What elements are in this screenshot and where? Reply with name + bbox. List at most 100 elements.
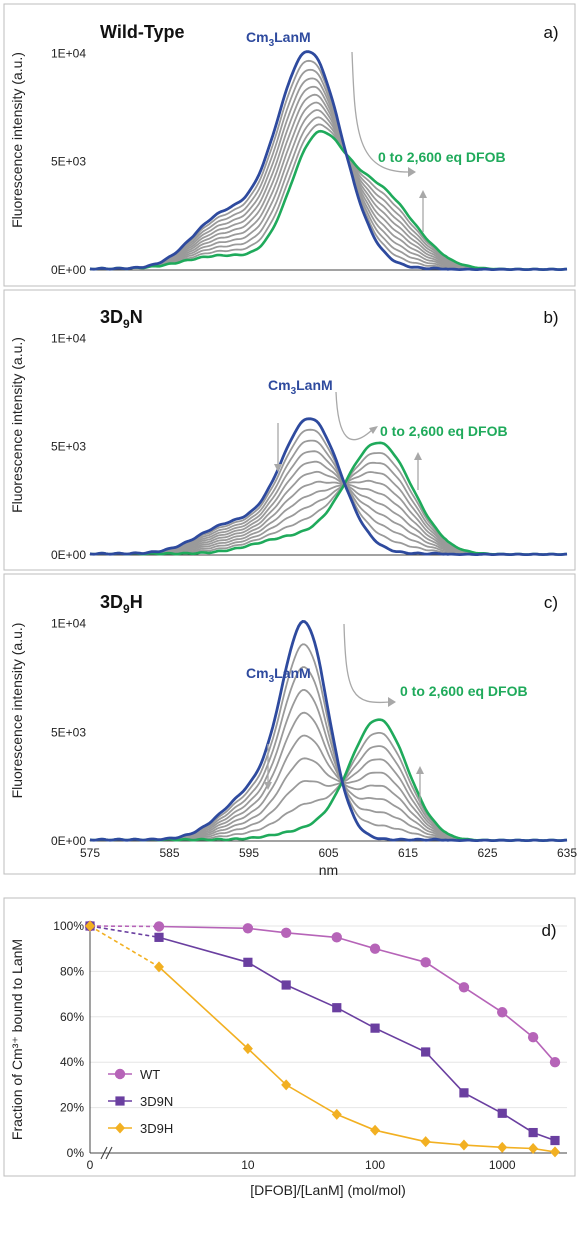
titration-spectrum xyxy=(89,471,568,556)
data-point xyxy=(528,1127,538,1138)
data-point xyxy=(528,1142,539,1154)
data-point xyxy=(369,943,381,954)
titration-spectrum xyxy=(89,479,568,556)
data-point xyxy=(550,1135,560,1146)
cm-lanm-spectrum xyxy=(89,619,568,843)
panel-frame xyxy=(3,3,576,287)
x-tick-label: 605 xyxy=(318,846,338,860)
panel-frame xyxy=(3,573,576,875)
data-point xyxy=(331,1108,342,1120)
titration-spectrum xyxy=(89,734,568,842)
x-tick-label: 0 xyxy=(87,1158,94,1172)
data-point xyxy=(281,980,291,990)
y-tick-label: 5E+03 xyxy=(51,725,86,739)
titration-spectrum xyxy=(89,439,568,556)
titration-spectrum xyxy=(89,470,568,556)
spectrum-panel-c: 0E+00 5E+03 1E+04 Fluorescence intensity (a… xyxy=(3,573,577,878)
data-point xyxy=(281,1079,292,1091)
panel-letter: d) xyxy=(541,921,556,940)
legend-label: 3D9H xyxy=(140,1121,173,1136)
dfob-range-label: 0 to 2,600 eq DFOB xyxy=(378,149,506,165)
dfob-final-spectrum xyxy=(89,718,568,842)
series-3d9h xyxy=(85,920,560,1158)
x-axis-label: [DFOB]/[LanM] (mol/mol) xyxy=(250,1182,406,1198)
y-tick-label: 1E+04 xyxy=(51,46,86,60)
series-3d9n xyxy=(85,921,560,1146)
x-tick-label: 615 xyxy=(398,846,418,860)
series-line xyxy=(158,966,556,1153)
arrow-heads xyxy=(274,426,422,472)
panel-title: Wild-Type xyxy=(100,22,185,42)
y-axis-label: Fluorescence intensity (a.u.) xyxy=(9,623,25,799)
dfob-range-label: 0 to 2,600 eq DFOB xyxy=(400,683,528,699)
data-point xyxy=(458,1139,469,1151)
data-point xyxy=(242,1043,253,1055)
titration-spectrum xyxy=(89,745,568,842)
panel-frame xyxy=(3,897,576,1177)
legend-marker xyxy=(115,1096,125,1106)
titration-spectrum xyxy=(89,101,568,271)
legend-label: 3D9N xyxy=(140,1094,173,1109)
data-point xyxy=(370,1023,380,1033)
x-tick-label: 585 xyxy=(159,846,179,860)
y-axis-label: Fluorescence intensity (a.u.) xyxy=(9,52,25,228)
series-dashed-segment xyxy=(89,925,160,968)
data-point xyxy=(420,957,431,968)
data-point xyxy=(497,1108,507,1118)
data-point xyxy=(420,1136,431,1148)
panel-title: 3D9H xyxy=(100,592,143,616)
x-axis-label: nm xyxy=(319,862,338,878)
data-point xyxy=(549,1057,561,1068)
y-tick-label: 1E+04 xyxy=(51,331,86,345)
data-point xyxy=(527,1032,539,1043)
spectra-panels: 0E+00 5E+03 1E+04 Fluorescence intensity (a… xyxy=(3,3,577,878)
trend-arrows xyxy=(267,623,421,806)
x-tick-label: 575 xyxy=(80,846,100,860)
y-tick-label: 5E+03 xyxy=(51,440,86,454)
data-point xyxy=(280,927,292,939)
series-wt xyxy=(84,920,561,1068)
dfob-final-spectrum xyxy=(89,441,568,556)
titration-spectrum xyxy=(89,757,568,842)
curved-arrow-icon xyxy=(343,623,391,704)
titration-panel: 0% 20% 40% 60% 80% 100% 0 10 100 1000 [DFOB]/[LanM… xyxy=(3,897,576,1198)
data-point xyxy=(550,1146,560,1158)
dfob-range-label: 0 to 2,600 eq DFOB xyxy=(380,423,508,439)
titration-spectrum xyxy=(89,116,568,271)
curved-arrow-icon xyxy=(351,51,409,173)
arrow-heads xyxy=(408,167,427,198)
data-point xyxy=(497,1141,508,1153)
trend-arrows xyxy=(351,51,424,232)
panel-title: 3D9N xyxy=(100,307,143,331)
y-tick-label: 20% xyxy=(60,1101,84,1115)
x-tick-label: 1000 xyxy=(489,1158,516,1172)
panel-letter: c) xyxy=(544,593,558,612)
x-tick-label: 10 xyxy=(241,1158,255,1172)
data-point xyxy=(154,932,164,942)
panel-frame xyxy=(3,289,576,571)
legend-label: WT xyxy=(140,1067,160,1082)
y-tick-label: 60% xyxy=(60,1010,84,1024)
series-line xyxy=(158,925,556,1063)
legend-marker xyxy=(115,1122,125,1134)
titration-spectrum xyxy=(89,428,568,556)
trend-arrows xyxy=(277,391,419,490)
panel-letter: a) xyxy=(543,23,558,42)
cm-lanm-label: Cm3LanM xyxy=(246,29,311,49)
y-tick-label: 0E+00 xyxy=(51,548,86,562)
x-tick-label: 635 xyxy=(557,846,577,860)
axis-break-icon xyxy=(100,1146,113,1160)
data-point xyxy=(459,1088,469,1098)
titration-spectrum xyxy=(89,123,568,271)
data-point xyxy=(242,923,254,934)
y-tick-label: 5E+03 xyxy=(51,155,86,169)
y-tick-label: 0% xyxy=(67,1146,85,1160)
x-tick-label: 625 xyxy=(477,846,497,860)
y-tick-label: 0E+00 xyxy=(51,263,86,277)
y-axis-label: Fluorescence intensity (a.u.) xyxy=(9,337,25,513)
cm-lanm-spectrum xyxy=(89,50,568,272)
data-point xyxy=(153,921,165,932)
legend: WT 3D9N 3D9H xyxy=(108,1067,173,1136)
cm-lanm-spectrum xyxy=(89,417,568,557)
